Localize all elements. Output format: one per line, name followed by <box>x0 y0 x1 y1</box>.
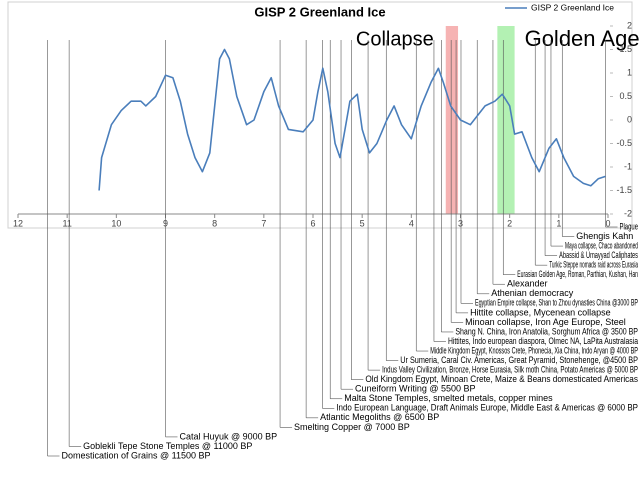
band-label: Collapse <box>356 28 434 50</box>
annotation: Athenian democracy <box>491 288 574 298</box>
x-tick-label: 6 <box>310 218 315 228</box>
annotation: Old Kingdom Egypt, Minoan Crete, Maize &… <box>365 374 638 384</box>
chart-frame <box>7 1 633 229</box>
annotation: Atlantic Megoliths @ 6500 BP <box>320 412 439 422</box>
annotation: Middle Kingdom Egypt, Knossos Crete, Pho… <box>430 345 638 355</box>
annotation: Indo European Language, Draft Animals Eu… <box>336 403 638 413</box>
chart-title: GISP 2 Greenland Ice <box>254 4 385 19</box>
annotation: Ghengis Kahn <box>576 231 633 241</box>
annotation: Domestication of Grains @ 11500 BP <box>62 450 211 460</box>
y-tick-label: 2 <box>627 20 632 30</box>
y-tick-label: -1 <box>624 161 632 171</box>
annotation: Egyptian Empire collapse, Shan to Zhou d… <box>475 298 638 308</box>
x-tick-label: 8 <box>212 218 217 228</box>
x-tick-label: 10 <box>111 218 121 228</box>
x-tick-label: 7 <box>261 218 266 228</box>
x-tick-label: 12 <box>13 218 23 228</box>
annotation: Smelting Copper @ 7000 BP <box>294 422 410 432</box>
x-tick-label: 0 <box>605 218 610 228</box>
band <box>497 26 515 214</box>
y-tick-label: -0.5 <box>616 138 632 148</box>
annotation: Catal Huyuk @ 9000 BP <box>180 431 278 441</box>
annotation: Goblekli Tepe Stone Temples @ 11000 BP <box>83 441 252 451</box>
annotation: Hittites, Indo european diaspora, Olmec … <box>448 336 638 346</box>
annotation: Malta Stone Temples, smelted metals, cop… <box>344 393 553 403</box>
y-tick-label: 1.5 <box>619 44 632 54</box>
x-tick-label: 11 <box>62 218 71 228</box>
annotation: Turkic Steppe nomads raid across Eurasia <box>549 260 638 270</box>
data-line <box>98 48 606 191</box>
y-tick-label: 0 <box>627 114 632 124</box>
y-tick-label: -1.5 <box>616 185 632 195</box>
band <box>445 26 459 214</box>
y-tick-label: -2 <box>624 208 632 218</box>
annotation: Eurasian Golden Age, Roman, Parthian, Ku… <box>517 269 638 279</box>
annotation: Indus Valley Civilization, Bronze, Horse… <box>382 365 638 375</box>
y-tick-label: 0.5 <box>619 91 632 101</box>
x-tick-label: 2 <box>507 218 512 228</box>
annotation: Abassid & Umayyad Caliphates <box>559 250 638 260</box>
annotation: Shang N. China, Iron Anatolia, Sorghum A… <box>455 326 638 336</box>
annotation: Ur Sumeria, Caral Civ. Americas, Great P… <box>400 355 638 365</box>
band-label: Golden Age <box>525 26 640 51</box>
annotation: Plague <box>620 221 638 231</box>
annotation: Minoan collapse, Iron Age Europe, Steel <box>465 317 626 327</box>
x-tick-label: 1 <box>556 218 561 228</box>
x-tick-label: 3 <box>458 218 463 228</box>
x-tick-label: 5 <box>360 218 365 228</box>
annotation: Alexander <box>507 279 548 289</box>
x-tick-label: 4 <box>409 218 414 228</box>
annotation: Hittite collapse, Mycenean collapse <box>470 307 611 317</box>
legend-label: GISP 2 Greenland Ice <box>531 2 614 12</box>
annotation: Cuneiform Writing @ 5500 BP <box>355 384 476 394</box>
annotation: Maya collapse, Chaco abandoned <box>565 240 638 250</box>
y-tick-label: 1 <box>627 67 632 77</box>
